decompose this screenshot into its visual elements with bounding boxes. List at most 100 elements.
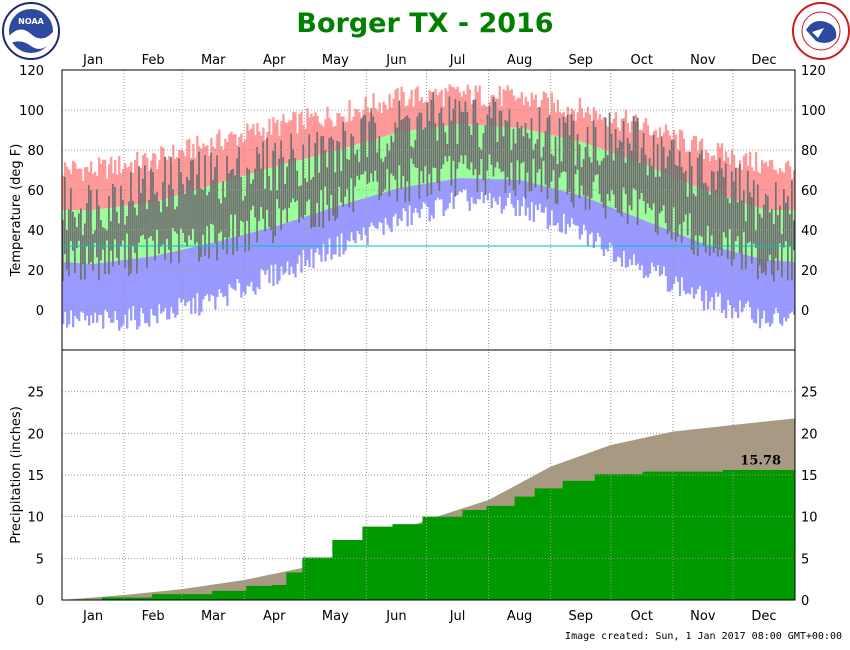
record-low-bar [308,215,311,268]
observed-range-bar [424,127,427,167]
observed-range-bar [602,157,605,208]
record-low-bar [402,187,405,209]
record-high-bar [182,151,185,194]
svg-text:NOAA: NOAA [18,17,44,26]
record-low-bar [242,234,245,292]
record-low-bar [586,198,590,246]
record-high-bar [784,162,788,210]
month-label-top: Apr [263,53,286,68]
record-high-bar [638,129,642,163]
record-low-bar [462,178,465,190]
observed-range-bar [182,184,184,233]
record-high-bar [546,97,549,135]
observed-range-bar [470,135,473,163]
month-label-top: Jan [82,53,103,68]
observed-range-bar [226,155,228,255]
record-low-bar [78,263,81,322]
observed-range-bar [562,116,565,172]
record-high-bar [220,146,223,183]
observed-range-bar [186,176,188,247]
record-high-bar [506,85,509,128]
record-high-bar [72,160,75,210]
record-low-bar [646,221,650,278]
record-high-bar [536,107,539,132]
record-high-bar [372,93,375,140]
record-high-bar [554,112,557,136]
observed-range-bar [556,164,559,205]
observed-range-bar [580,166,583,186]
record-low-bar [750,256,754,320]
observed-range-bar [364,114,367,172]
record-low-bar [400,187,403,222]
record-low-bar [456,178,459,196]
record-low-bar [66,262,69,328]
temp-tick-label-right: 60 [801,184,818,199]
observed-range-bar [592,120,595,182]
record-high-bar [390,107,393,135]
record-high-bar [270,134,273,168]
observed-range-bar [346,158,349,189]
record-low-bar [374,194,377,228]
record-high-bar [230,131,233,180]
record-low-bar [660,227,664,275]
record-low-bar [304,216,307,267]
precipitation-panel: 15.78 [62,418,795,600]
observed-range-bar [86,203,88,246]
observed-range-bar [192,159,194,229]
observed-range-bar [666,156,669,235]
record-high-bar [766,166,770,210]
observed-range-bar [130,172,132,274]
record-low-bar [518,179,521,217]
record-low-bar [624,213,628,268]
observed-range-bar [564,122,567,173]
observed-range-bar [508,108,511,186]
precip-tick-label-left: 15 [27,469,44,484]
observed-range-bar [500,110,503,173]
temp-tick-label-left: 120 [19,64,44,79]
observed-range-bar [754,230,757,248]
observed-range-bar [480,149,483,160]
record-high-bar [400,86,403,132]
observed-range-bar [462,112,465,164]
observed-range-bar [126,216,128,234]
record-high-bar [340,116,343,149]
record-low-bar [416,184,419,213]
record-high-bar [134,159,137,205]
record-high-bar [490,95,493,127]
record-low-bar [792,261,796,315]
observed-range-bar [766,196,769,261]
record-high-bar [288,120,291,163]
observed-range-bar [770,209,773,276]
record-high-bar [276,119,279,166]
record-high-bar [452,87,455,125]
record-low-bar [246,233,249,286]
observed-range-bar [780,234,783,278]
record-low-bar [746,255,750,302]
record-high-bar [82,180,85,210]
observed-range-bar [464,101,467,156]
normal-range-bar [596,147,600,203]
record-high-bar [530,92,533,131]
record-low-bar [108,261,111,318]
observed-range-bar [540,157,543,193]
record-high-bar [302,125,305,160]
record-low-bar [680,235,684,278]
record-low-bar [296,219,299,264]
observed-range-bar [482,133,485,181]
record-low-bar [614,209,618,262]
observed-range-bar [294,158,297,202]
record-high-bar [232,134,235,179]
month-label-bottom: Jun [385,609,406,624]
record-low-bar [294,219,297,278]
record-high-bar [624,109,628,158]
observed-range-bar [382,161,385,192]
record-low-bar [348,202,351,242]
record-high-bar [740,169,744,203]
observed-range-bar [366,156,369,184]
observed-range-bar [750,197,753,264]
record-high-bar [294,112,297,162]
observed-range-bar [502,136,505,172]
record-low-bar [618,210,622,258]
observed-range-bar [322,135,325,228]
observed-range-bar [158,201,160,254]
